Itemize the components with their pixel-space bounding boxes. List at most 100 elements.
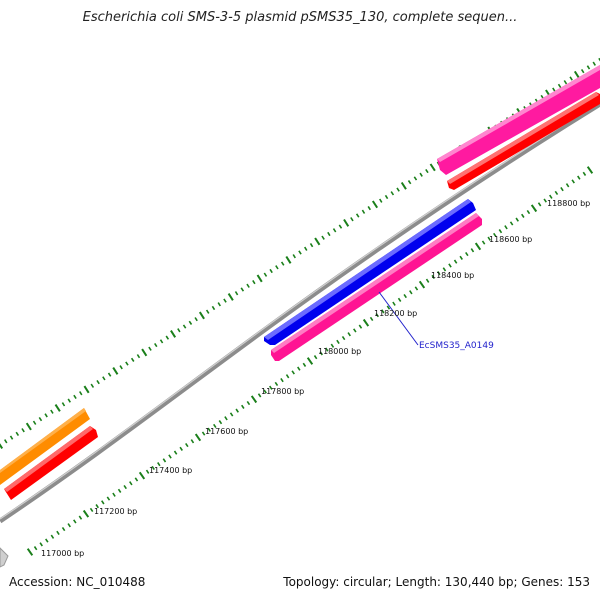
inner-tick-mark [250,395,258,404]
outer-tick-mark [563,80,568,85]
inner-tick-mark [498,229,503,234]
inner-tick-mark [493,232,497,238]
inner-tick-mark [112,492,116,497]
topology-summary: Topology: circular; Length: 130,440 bp; … [283,575,590,589]
inner-tick-mark [375,313,379,318]
outer-tick-mark [67,398,71,403]
inner-tick-mark [39,542,43,547]
outer-tick-mark [304,246,308,251]
inner-tick-mark [129,481,133,486]
inner-tick-mark [213,423,217,429]
inner-tick-mark [386,305,391,310]
inner-tick-mark [530,204,538,213]
inner-tick-mark [521,213,525,218]
inner-tick-mark [358,324,363,329]
inner-tick-mark [207,427,211,432]
outer-tick-mark [90,383,95,388]
pink-gene-ecsms35-a0149[interactable] [271,213,482,361]
outer-tick-mark [321,235,325,240]
inner-tick-mark [418,280,426,289]
inner-tick-mark [50,534,55,539]
inner-tick-mark [194,433,202,442]
inner-tick-mark [185,442,189,448]
inner-tick-mark [45,538,49,543]
inner-tick-mark [465,251,469,257]
inner-tick-mark [235,408,239,413]
blue-gene[interactable] [264,199,476,345]
outer-tick-mark [148,346,152,351]
outer-tick-mark [211,305,216,311]
inner-tick-mark [425,278,430,283]
inner-tick-mark [67,523,71,528]
gene-label-ecsms35-a0149[interactable]: EcSMS35_A0149 [419,341,494,351]
inner-tick-mark [246,400,251,406]
outer-tick-mark [396,187,400,192]
outer-tick-mark [0,443,4,449]
inner-tick-mark [168,454,172,459]
inner-tick-mark [549,194,553,199]
outer-tick-mark [355,213,360,218]
inner-tick-mark [369,316,374,322]
inner-tick-mark [582,171,587,176]
inner-tick-mark [274,381,279,387]
outer-tick-mark [557,83,562,89]
outer-tick-mark [569,76,573,81]
outer-tick-mark [361,209,366,214]
outer-tick-mark [263,272,268,277]
inner-tick-mark [347,332,351,337]
outer-tick-mark [309,242,314,248]
inner-tick-mark [381,309,385,314]
inner-tick-mark [201,431,206,436]
page-title: Escherichia coli SMS-3-5 plasmid pSMS35_… [82,10,518,25]
inner-tick-mark [330,343,335,348]
outer-tick-mark [240,287,245,292]
inner-tick-mark [409,290,413,295]
outer-tick-mark [400,181,407,190]
outer-tick-mark [15,431,20,437]
grey-gene[interactable] [0,547,9,568]
tick-label-117400: 117400 bp [149,466,192,475]
inner-tick-mark [537,202,542,207]
inner-tick-mark [218,420,223,425]
tick-label-117800: 117800 bp [261,387,304,396]
outer-tick-mark [379,198,383,203]
outer-tick-mark [9,435,14,440]
red-gene-left[interactable] [4,426,98,500]
outer-tick-mark [61,402,66,407]
outer-tick-mark [280,261,285,266]
inner-tick-mark [173,450,178,455]
inner-tick-mark [442,267,447,272]
tick-label-117600: 117600 bp [205,427,248,436]
inner-tick-mark [474,242,482,251]
outer-tick-mark [275,265,279,270]
inner-tick-mark [543,198,547,203]
inner-tick-mark [61,526,66,532]
outer-tick-mark [198,311,205,320]
magenta-gene-top[interactable] [437,65,600,175]
inner-tick-mark [554,190,559,196]
outer-tick-mark [407,180,412,185]
outer-tick-mark [21,428,25,433]
outer-tick-mark [79,391,83,396]
outer-tick-mark [598,57,600,62]
outer-tick-mark [413,176,418,181]
inner-tick-mark [285,374,290,379]
inner-tick-mark [291,370,295,375]
inner-tick-mark [504,225,508,230]
outer-tick-mark [269,268,273,274]
outer-tick-mark [586,65,591,70]
inner-tick-mark [134,477,139,482]
inner-tick-mark [257,393,262,398]
red-gene-top[interactable] [447,92,600,190]
outer-tick-mark [390,191,395,196]
inner-tick-mark [414,286,419,291]
orange-gene[interactable] [0,408,90,485]
outer-tick-mark [314,237,321,246]
inner-tick-mark [82,509,90,518]
outer-tick-mark [234,291,239,296]
tick-label-118000: 118000 bp [318,347,361,356]
outer-tick-mark [252,279,256,285]
inner-tick-mark [145,469,150,474]
outer-tick-mark [332,228,337,233]
